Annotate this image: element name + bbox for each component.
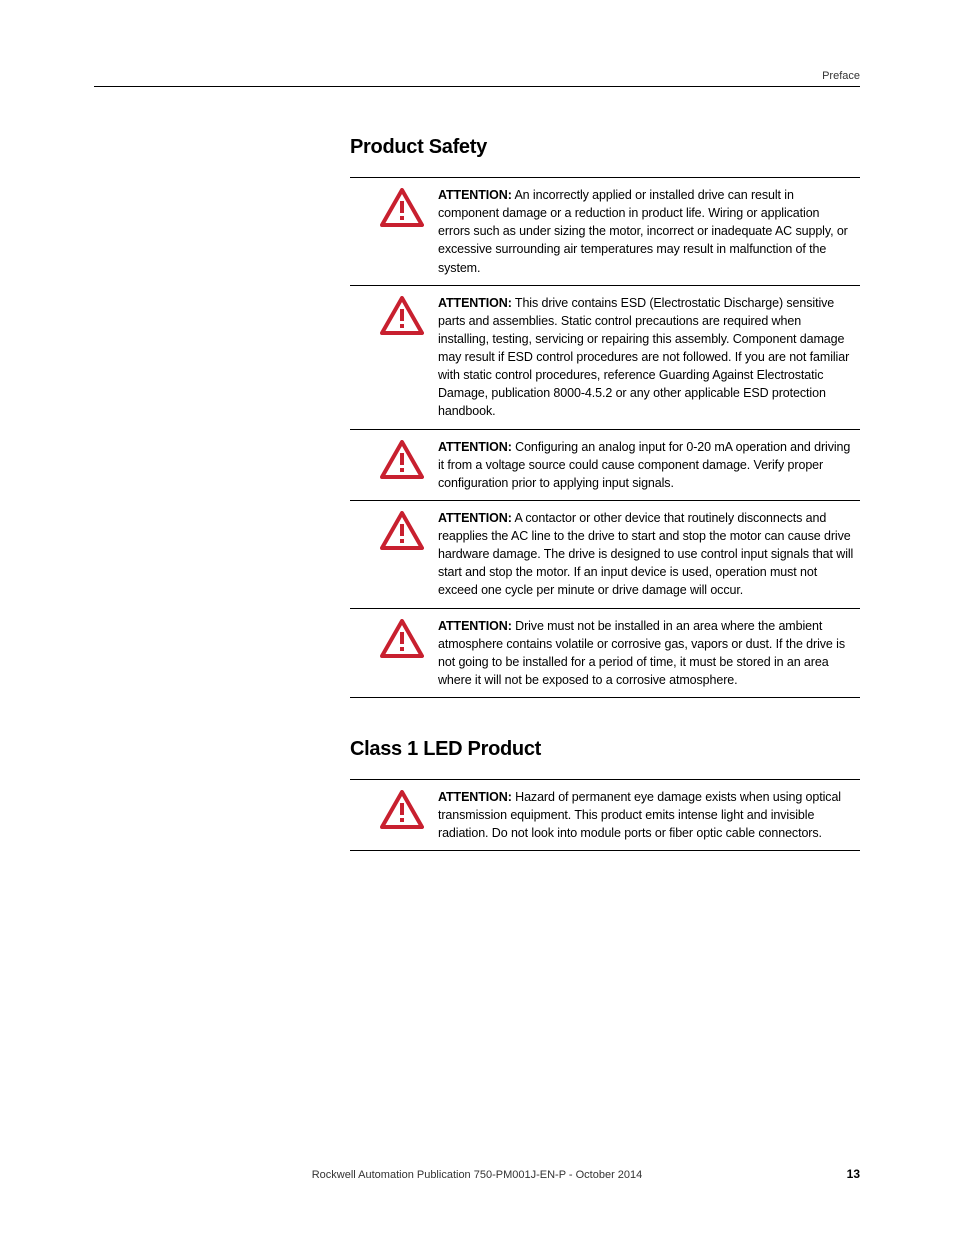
section-title-class1-led: Class 1 LED Product	[350, 738, 860, 761]
attention-block: ATTENTION: A contactor or other device t…	[350, 500, 860, 608]
attention-text: ATTENTION: Hazard of permanent eye damag…	[438, 788, 860, 842]
attention-label: ATTENTION:	[438, 619, 512, 633]
attention-block: ATTENTION: Drive must not be installed i…	[350, 608, 860, 699]
header-rule	[94, 86, 860, 87]
warning-triangle-icon	[380, 511, 424, 556]
attention-text: ATTENTION: An incorrectly applied or ins…	[438, 186, 860, 277]
attention-row: ATTENTION: An incorrectly applied or ins…	[350, 178, 860, 285]
attention-text: ATTENTION: A contactor or other device t…	[438, 509, 860, 600]
attention-label: ATTENTION:	[438, 511, 512, 525]
attention-block: ATTENTION: An incorrectly applied or ins…	[350, 177, 860, 285]
attention-row: ATTENTION: A contactor or other device t…	[350, 501, 860, 608]
footer: Rockwell Automation Publication 750-PM00…	[94, 1167, 860, 1181]
attention-label: ATTENTION:	[438, 790, 512, 804]
footer-publication: Rockwell Automation Publication 750-PM00…	[124, 1169, 830, 1181]
attention-block: ATTENTION: This drive contains ESD (Elec…	[350, 285, 860, 429]
attention-row: ATTENTION: This drive contains ESD (Elec…	[350, 286, 860, 429]
warning-triangle-icon	[380, 790, 424, 835]
attention-block: ATTENTION: Hazard of permanent eye damag…	[350, 779, 860, 851]
attention-body: This drive contains ESD (Electrostatic D…	[438, 296, 849, 419]
main-content: Product Safety ATTENTION: An incorrectly…	[350, 66, 860, 851]
warning-triangle-icon	[380, 188, 424, 233]
warning-triangle-icon	[380, 296, 424, 341]
attention-text: ATTENTION: Drive must not be installed i…	[438, 617, 860, 690]
attention-text: ATTENTION: This drive contains ESD (Elec…	[438, 294, 860, 421]
warning-triangle-icon	[380, 619, 424, 664]
attention-label: ATTENTION:	[438, 440, 512, 454]
warning-triangle-icon	[380, 440, 424, 485]
attention-text: ATTENTION: Configuring an analog input f…	[438, 438, 860, 492]
attention-row: ATTENTION: Hazard of permanent eye damag…	[350, 780, 860, 850]
section-title-product-safety: Product Safety	[350, 136, 860, 159]
header-section-label: Preface	[822, 70, 860, 82]
attention-label: ATTENTION:	[438, 188, 512, 202]
attention-row: ATTENTION: Configuring an analog input f…	[350, 430, 860, 500]
attention-row: ATTENTION: Drive must not be installed i…	[350, 609, 860, 698]
footer-page-number: 13	[830, 1167, 860, 1181]
attention-label: ATTENTION:	[438, 296, 512, 310]
attention-block: ATTENTION: Configuring an analog input f…	[350, 429, 860, 500]
